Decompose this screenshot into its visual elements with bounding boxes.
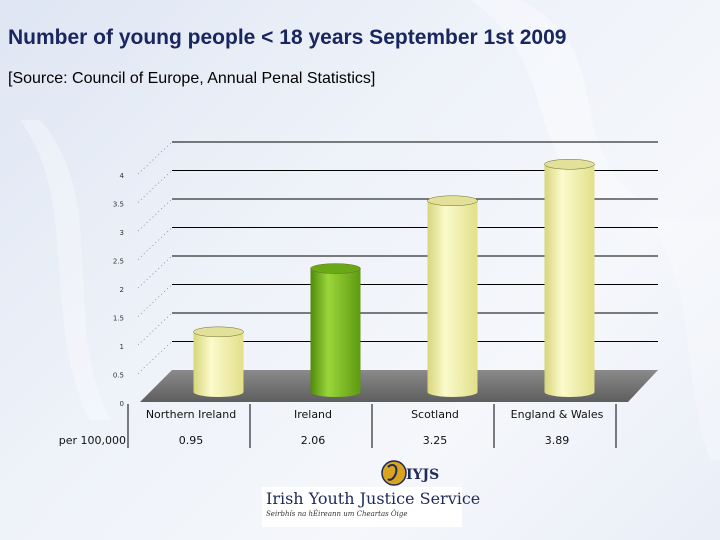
x-category-label: Northern Ireland (146, 408, 236, 421)
bar-top (427, 195, 478, 206)
bar-body (310, 268, 361, 397)
y-tick-label: 3 (120, 229, 124, 237)
gridline-perspective (137, 255, 173, 289)
gridline-perspective (137, 198, 173, 232)
bar (193, 326, 244, 397)
chart-floor-plane (140, 370, 658, 402)
data-value-label: 3.89 (545, 434, 570, 447)
logo-name: Irish Youth Justice Service (266, 489, 481, 508)
data-table: per 100,000 Northern Ireland 0.95 Ireland 2.… (59, 404, 617, 448)
gridline-perspective (137, 170, 173, 203)
bar-top (193, 326, 244, 338)
y-tick-label: 4 (120, 172, 125, 180)
data-value-label: 0.95 (179, 434, 204, 447)
y-tick-label: 0 (120, 400, 124, 408)
x-category-label: Scotland (411, 408, 459, 421)
y-tick-label: 3.5 (113, 201, 124, 209)
iyjs-emblem-icon: IYJS (381, 460, 439, 486)
slide-subtitle: [Source: Council of Europe, Annual Penal… (8, 70, 376, 87)
chart-floor (140, 370, 658, 402)
iyjs-logo: IYJS Irish Youth Justice Service Seirbhí… (262, 457, 480, 527)
x-category-label: England & Wales (511, 408, 604, 421)
logo-irish-name: Seirbhís na hÉireann um Cheartas Óige (266, 510, 408, 518)
y-axis-ticks: 0 0.5 1 1.5 2 2.5 3 3.5 4 (113, 172, 125, 408)
bar-body (544, 164, 595, 397)
bar-top (544, 159, 595, 170)
gridline-perspective (137, 284, 173, 317)
logo-banner (262, 487, 462, 527)
y-tick-label: 2.5 (113, 258, 124, 266)
x-category-label: Ireland (294, 408, 332, 421)
bars (193, 159, 595, 397)
y-tick-label: 0.5 (113, 372, 124, 380)
y-tick-label: 2 (120, 286, 124, 294)
bar (310, 263, 361, 397)
logo-emblem-text: IYJS (406, 467, 439, 483)
bar (427, 195, 478, 397)
gridline-perspective (137, 141, 173, 175)
bar-body (193, 331, 244, 397)
bar-top (310, 263, 361, 274)
bar-body (427, 200, 478, 397)
gridline-perspective (137, 341, 173, 374)
slide-title: Number of young people < 18 years Septem… (8, 26, 567, 49)
gridline-perspective (137, 227, 173, 260)
gridline-perspective (137, 312, 173, 346)
bar (544, 159, 595, 397)
data-value-label: 2.06 (301, 434, 326, 447)
table-row-label: per 100,000 (59, 434, 126, 447)
y-tick-label: 1 (120, 343, 124, 351)
y-tick-label: 1.5 (113, 315, 124, 323)
data-value-label: 3.25 (423, 434, 448, 447)
